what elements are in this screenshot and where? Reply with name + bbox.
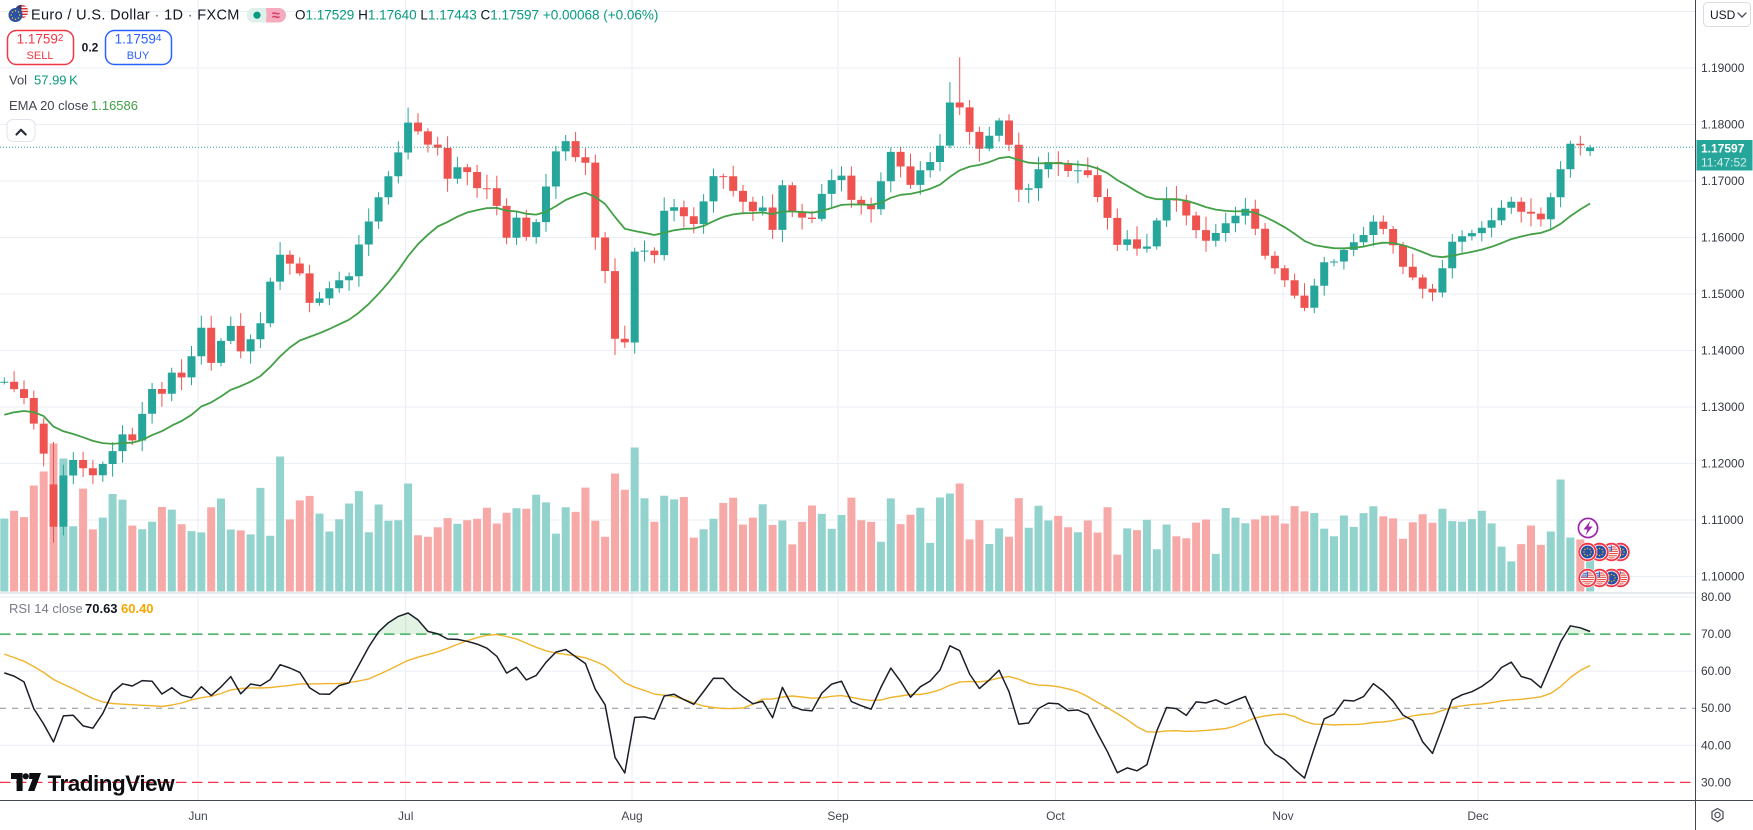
svg-text:Sep: Sep [827,809,849,823]
svg-text:Aug: Aug [621,809,642,823]
svg-text:Jun: Jun [188,809,207,823]
svg-text:60.00: 60.00 [1701,664,1731,678]
svg-text:≈: ≈ [272,8,280,24]
svg-text:USD: USD [1710,8,1736,22]
svg-text:70.00: 70.00 [1701,627,1731,641]
svg-text:O1.17529 H1.17640 L1.17443 C1.: O1.17529 H1.17640 L1.17443 C1.17597 +0.0… [295,8,658,23]
svg-text:1.17594: 1.17594 [115,32,162,47]
svg-text:1.10000: 1.10000 [1701,570,1745,584]
svg-text:Jul: Jul [398,809,413,823]
svg-text:30.00: 30.00 [1701,775,1731,789]
svg-text:1.16586: 1.16586 [91,98,138,113]
svg-text:BUY: BUY [127,50,150,62]
svg-text:EMA 20 close: EMA 20 close [9,98,89,113]
svg-text:1.17597: 1.17597 [1701,142,1745,156]
svg-text:Vol: Vol [9,73,27,88]
svg-text:60.40: 60.40 [121,601,154,616]
svg-text:80.00: 80.00 [1701,590,1731,604]
svg-text:TradingView: TradingView [48,771,176,796]
svg-text:1.17592: 1.17592 [17,32,64,47]
svg-text:Nov: Nov [1272,809,1293,823]
svg-text:1.12000: 1.12000 [1701,457,1745,471]
svg-text:50.00: 50.00 [1701,701,1731,715]
svg-text:SELL: SELL [27,50,54,62]
svg-text:1.13000: 1.13000 [1701,400,1745,414]
svg-text:Oct: Oct [1046,809,1065,823]
svg-text:RSI 14 close: RSI 14 close [9,601,83,616]
svg-text:40.00: 40.00 [1701,738,1731,752]
svg-text:70.63: 70.63 [85,601,118,616]
svg-text:Dec: Dec [1467,809,1488,823]
svg-text:1.14000: 1.14000 [1701,344,1745,358]
svg-text:1.17000: 1.17000 [1701,174,1745,188]
svg-text:1.18000: 1.18000 [1701,118,1745,132]
svg-text:1.15000: 1.15000 [1701,287,1745,301]
svg-text:0.2: 0.2 [82,41,99,55]
svg-text:1.19000: 1.19000 [1701,61,1745,75]
svg-text:Euro / U.S. Dollar · 1D · FXCM: Euro / U.S. Dollar · 1D · FXCM [31,8,240,24]
svg-text:1.16000: 1.16000 [1701,231,1745,245]
svg-text:1.11000: 1.11000 [1701,513,1744,527]
svg-text:57.99 K: 57.99 K [34,73,78,88]
svg-text:11:47:52: 11:47:52 [1701,156,1747,170]
